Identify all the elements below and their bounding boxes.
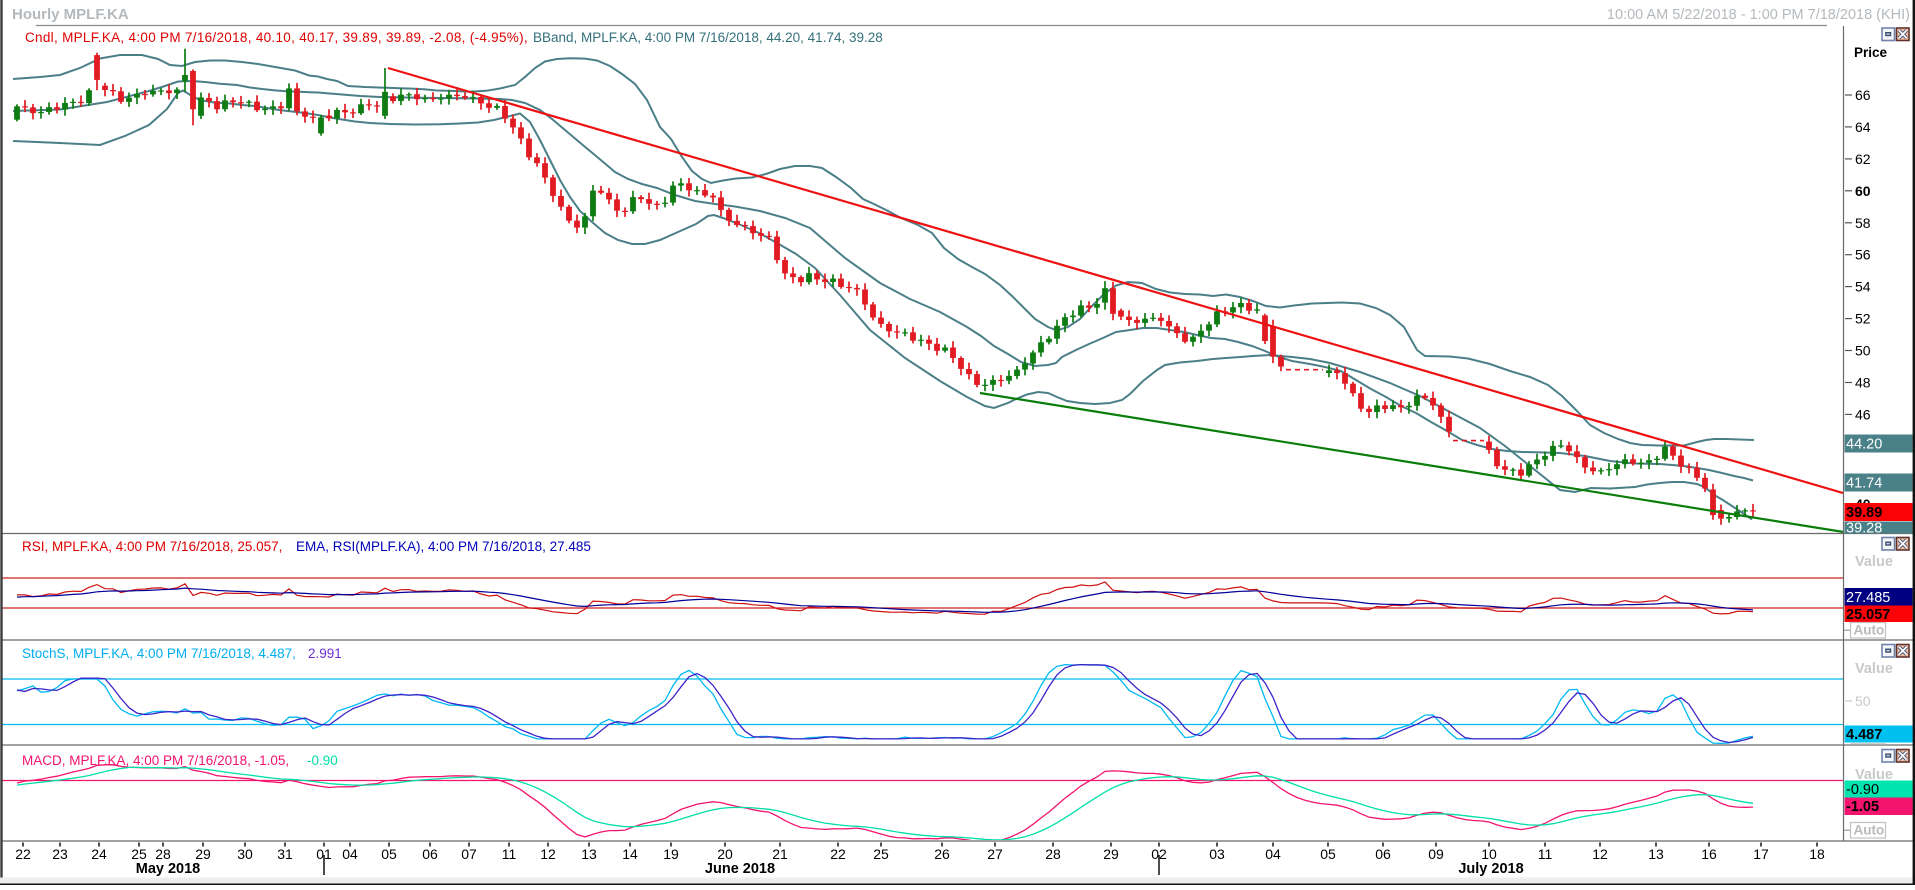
svg-text:25: 25 — [131, 846, 147, 862]
svg-text:27.485: 27.485 — [1846, 590, 1890, 606]
svg-text:2.991: 2.991 — [308, 646, 342, 661]
svg-text:44.20: 44.20 — [1846, 437, 1882, 453]
svg-text:29: 29 — [195, 846, 211, 862]
svg-text:21: 21 — [772, 846, 788, 862]
svg-text:12: 12 — [540, 846, 556, 862]
svg-text:60: 60 — [1855, 183, 1871, 199]
svg-text:41.74: 41.74 — [1846, 476, 1882, 492]
svg-text:62: 62 — [1855, 151, 1871, 167]
svg-text:12: 12 — [1592, 846, 1608, 862]
svg-text:17: 17 — [1753, 846, 1769, 862]
svg-text:52: 52 — [1855, 311, 1871, 327]
svg-text:BBand, MPLF.KA, 4:00 PM 7/16/2: BBand, MPLF.KA, 4:00 PM 7/16/2018, 44.20… — [533, 30, 883, 45]
svg-text:-0.90: -0.90 — [1846, 782, 1879, 798]
svg-text:Auto: Auto — [1854, 823, 1885, 838]
svg-text:13: 13 — [581, 846, 597, 862]
svg-text:06: 06 — [422, 846, 438, 862]
svg-text:Cndl, MPLF.KA, 4:00 PM 7/16/20: Cndl, MPLF.KA, 4:00 PM 7/16/2018, 40.10,… — [25, 30, 528, 45]
svg-text:RSI, MPLF.KA, 4:00 PM 7/16/201: RSI, MPLF.KA, 4:00 PM 7/16/2018, 25.057, — [22, 539, 282, 554]
svg-text:20: 20 — [717, 846, 733, 862]
svg-text:25.057: 25.057 — [1846, 607, 1890, 623]
svg-text:StochS, MPLF.KA, 4:00 PM 7/16/: StochS, MPLF.KA, 4:00 PM 7/16/2018, 4.48… — [22, 646, 296, 661]
svg-text:June 2018: June 2018 — [705, 861, 775, 877]
svg-text:-1.05: -1.05 — [1846, 799, 1879, 815]
svg-text:56: 56 — [1855, 247, 1871, 263]
svg-text:Value: Value — [1855, 661, 1893, 677]
svg-text:02: 02 — [1151, 846, 1167, 862]
svg-text:04: 04 — [342, 846, 358, 862]
svg-text:Price: Price — [1854, 45, 1888, 60]
svg-text:-0.90: -0.90 — [307, 753, 338, 768]
svg-text:39.28: 39.28 — [1846, 521, 1882, 537]
svg-text:54: 54 — [1855, 279, 1871, 295]
svg-text:25: 25 — [873, 846, 889, 862]
svg-text:46: 46 — [1855, 406, 1871, 422]
svg-text:48: 48 — [1855, 375, 1871, 391]
svg-text:10:00 AM 5/22/2018 - 1:00 PM 7: 10:00 AM 5/22/2018 - 1:00 PM 7/18/2018 (… — [1607, 7, 1910, 23]
svg-text:30: 30 — [237, 846, 253, 862]
svg-text:Hourly MPLF.KA: Hourly MPLF.KA — [12, 6, 129, 23]
svg-text:July 2018: July 2018 — [1458, 861, 1523, 877]
svg-text:18: 18 — [1809, 846, 1825, 862]
svg-text:07: 07 — [461, 846, 477, 862]
svg-text:Value: Value — [1855, 767, 1893, 783]
svg-text:04: 04 — [1265, 846, 1281, 862]
svg-text:26: 26 — [934, 846, 950, 862]
svg-text:27: 27 — [987, 846, 1003, 862]
svg-text:19: 19 — [663, 846, 679, 862]
svg-text:06: 06 — [1375, 846, 1391, 862]
svg-text:24: 24 — [91, 846, 107, 862]
svg-text:05: 05 — [1320, 846, 1336, 862]
svg-text:Auto: Auto — [1854, 623, 1885, 638]
svg-text:50: 50 — [1855, 343, 1871, 359]
svg-text:11: 11 — [1538, 846, 1553, 862]
svg-text:16: 16 — [1701, 846, 1717, 862]
svg-text:31: 31 — [277, 846, 293, 862]
svg-text:22: 22 — [830, 846, 846, 862]
svg-text:09: 09 — [1428, 846, 1444, 862]
svg-text:28: 28 — [155, 846, 171, 862]
svg-text:50: 50 — [1855, 693, 1871, 709]
svg-text:May 2018: May 2018 — [136, 861, 201, 877]
svg-text:11: 11 — [502, 846, 517, 862]
svg-text:58: 58 — [1855, 215, 1871, 231]
svg-text:03: 03 — [1209, 846, 1225, 862]
svg-text:64: 64 — [1855, 119, 1871, 135]
svg-text:05: 05 — [381, 846, 397, 862]
svg-text:22: 22 — [15, 846, 31, 862]
svg-text:23: 23 — [52, 846, 68, 862]
svg-text:14: 14 — [622, 846, 638, 862]
svg-text:MACD, MPLF.KA, 4:00 PM 7/16/20: MACD, MPLF.KA, 4:00 PM 7/16/2018, -1.05, — [22, 753, 289, 768]
svg-text:39.89: 39.89 — [1846, 505, 1882, 521]
svg-text:28: 28 — [1045, 846, 1061, 862]
svg-text:EMA, RSI(MPLF.KA), 4:00 PM 7/1: EMA, RSI(MPLF.KA), 4:00 PM 7/16/2018, 27… — [296, 539, 591, 554]
svg-text:66: 66 — [1855, 87, 1871, 103]
svg-text:01: 01 — [316, 846, 332, 862]
svg-text:4.487: 4.487 — [1846, 727, 1882, 743]
svg-text:29: 29 — [1103, 846, 1119, 862]
svg-text:13: 13 — [1648, 846, 1664, 862]
svg-text:Value: Value — [1855, 554, 1893, 570]
svg-text:10: 10 — [1481, 846, 1497, 862]
